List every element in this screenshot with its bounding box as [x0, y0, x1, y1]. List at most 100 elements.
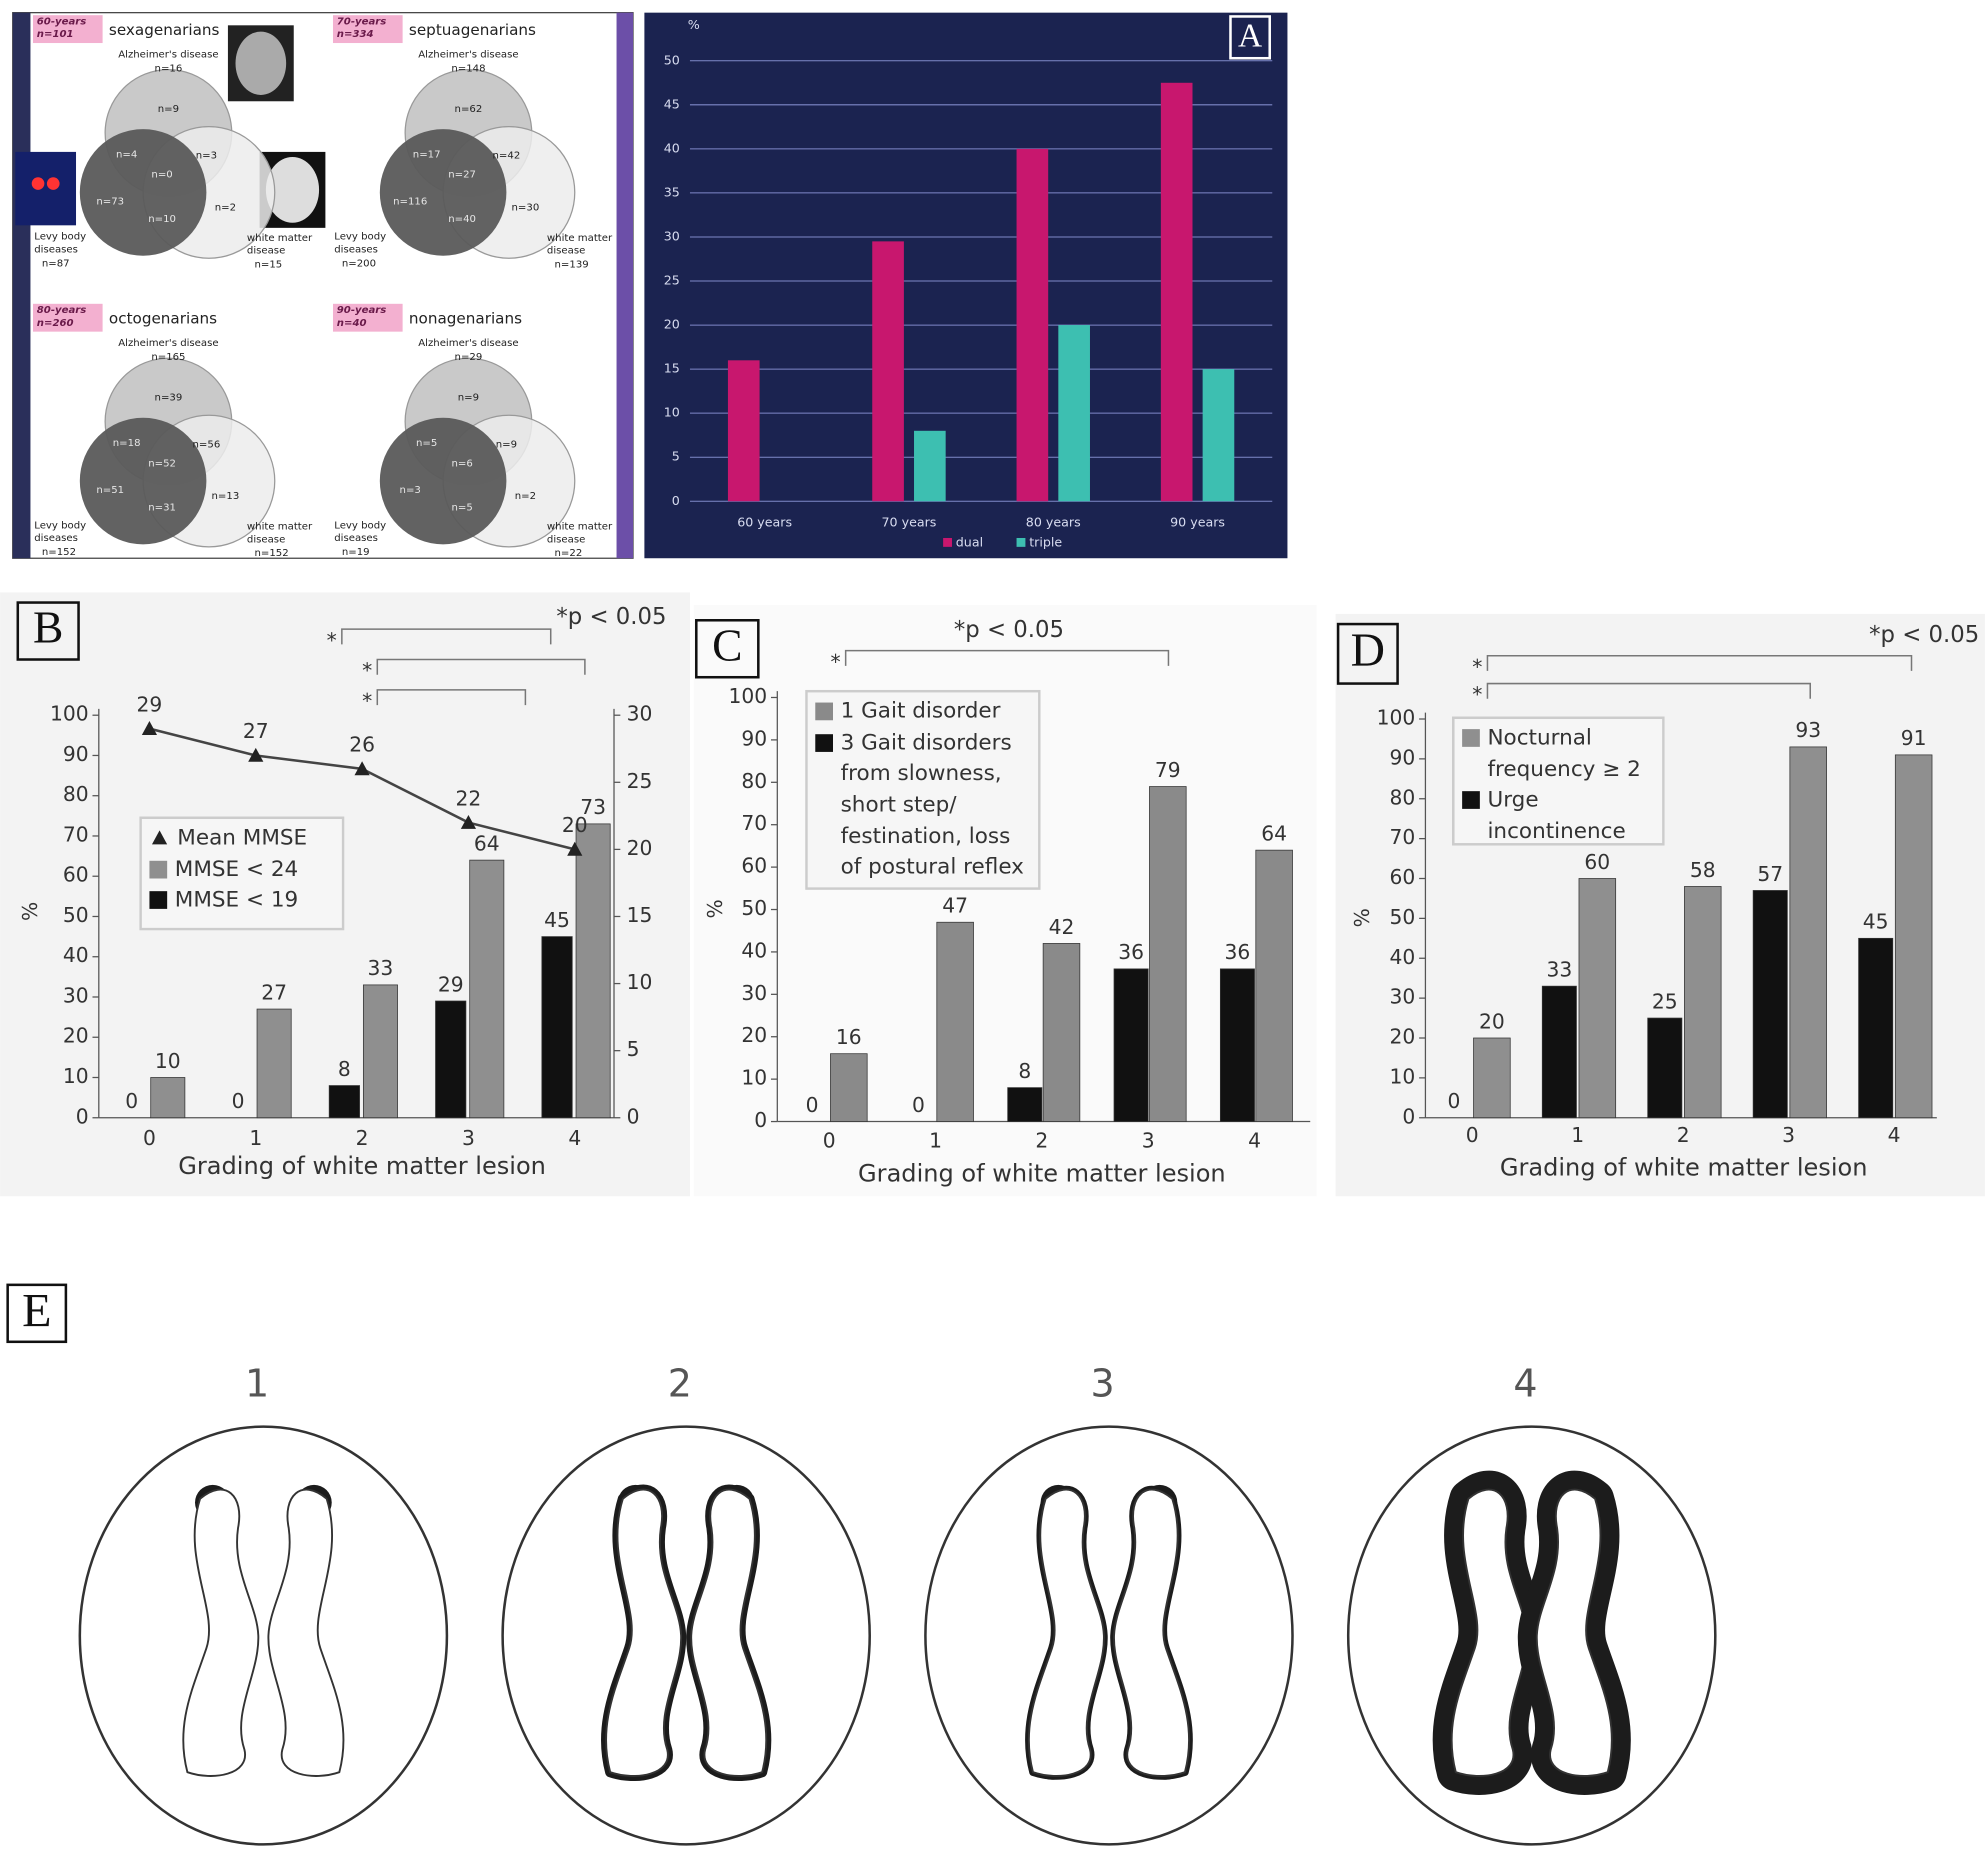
bar	[1541, 985, 1577, 1119]
legend-label: dual	[956, 535, 983, 550]
y-tick-label: 10	[664, 405, 680, 420]
panel-label-box	[6, 1283, 68, 1344]
set-label: white matter	[547, 522, 613, 533]
set-label: Levy body	[334, 232, 386, 243]
age-badge-text: 80-years	[37, 305, 87, 316]
lewy-circle	[79, 129, 207, 256]
x-tick-label: 90 years	[1170, 514, 1225, 529]
bar	[1149, 786, 1187, 1122]
pet-image	[46, 177, 60, 190]
set-count: n=87	[42, 258, 70, 269]
set-label: white matter	[247, 522, 313, 533]
legend-label: Mean MMSE	[177, 825, 308, 851]
age-badge-text: n=40	[337, 318, 367, 329]
value-label: 45	[544, 908, 570, 932]
x-tick-label: 60 years	[737, 514, 792, 529]
x-tick-label: 0	[1466, 1123, 1479, 1147]
legend-swatch	[149, 891, 168, 910]
bar	[1858, 937, 1894, 1119]
value-label: 33	[1546, 957, 1572, 981]
region-count: n=27	[448, 170, 476, 181]
value-label: 57	[1757, 862, 1783, 886]
bar	[256, 1008, 292, 1119]
value-label: 91	[1901, 726, 1927, 750]
legend-swatch	[943, 537, 952, 547]
y2-tick-label: 20	[627, 836, 653, 860]
value-label: 42	[1049, 915, 1075, 939]
y-tick-label: 25	[664, 273, 680, 288]
bar	[435, 1000, 467, 1119]
value-label: 36	[1118, 940, 1144, 964]
bar	[1219, 968, 1255, 1122]
group-title: sexagenarians	[109, 21, 220, 39]
significance-mark: *	[1472, 683, 1482, 707]
grade-label: 2	[668, 1362, 692, 1406]
value-label: 0	[232, 1089, 245, 1113]
region-count: n=6	[451, 458, 472, 469]
legend-swatch	[1016, 537, 1026, 547]
strip	[12, 12, 31, 559]
y-tick-label: 45	[664, 96, 680, 111]
region-count: n=3	[400, 485, 421, 496]
mri-image	[265, 156, 320, 223]
region-count: n=40	[448, 214, 476, 225]
bar	[1752, 890, 1788, 1119]
bar	[575, 823, 611, 1119]
y-tick-label: 60	[63, 863, 89, 887]
panel-label: A	[1238, 17, 1262, 54]
value-label: 79	[1155, 758, 1181, 782]
panel-label-box	[695, 619, 760, 679]
set-label: Alzheimer's disease	[118, 49, 218, 60]
region-count: n=9	[496, 439, 517, 450]
region-count: n=13	[212, 491, 240, 502]
panel-label-box	[16, 601, 80, 661]
x-tick-label: 70 years	[882, 514, 937, 529]
legend-label: Nocturnal frequency ≥ 2	[1487, 725, 1641, 782]
y-tick-label: 40	[1390, 945, 1416, 969]
region-count: n=73	[96, 196, 124, 207]
region-count: n=56	[193, 439, 221, 450]
group-title: octogenarians	[109, 309, 217, 327]
bar	[1160, 82, 1193, 502]
set-count: n=148	[451, 63, 485, 74]
ventricle-outline	[1450, 1488, 1528, 1777]
marker	[354, 761, 370, 776]
set-label: Levy body	[34, 232, 86, 243]
value-label: 45	[1863, 910, 1889, 934]
y-tick-label: 70	[1390, 825, 1416, 849]
value-label: 10	[155, 1049, 181, 1073]
region-count: n=5	[416, 438, 437, 449]
mri-image	[235, 31, 287, 95]
set-count: n=165	[151, 352, 185, 363]
y-axis-label: %	[703, 899, 727, 918]
y-tick-label: 100	[729, 684, 768, 708]
x-tick-label: 3	[1142, 1128, 1155, 1152]
group-title: septuagenarians	[409, 21, 536, 39]
y-tick-label: 30	[741, 981, 767, 1005]
significance-bracket	[844, 649, 1170, 666]
x-tick-label: 1	[929, 1128, 942, 1152]
legend-box: Nocturnal frequency ≥ 2 Urge incontinence	[1452, 716, 1665, 846]
value-label: 22	[456, 786, 482, 810]
significance-mark: *	[830, 650, 840, 674]
lewy-circle	[379, 129, 507, 256]
y-tick-label: 20	[1390, 1025, 1416, 1049]
value-label: 64	[474, 831, 500, 855]
y-tick-label: 70	[63, 822, 89, 846]
bar	[727, 360, 760, 502]
y2-tick-label: 5	[627, 1037, 640, 1061]
region-count: n=2	[515, 491, 536, 502]
region-count: n=3	[196, 151, 217, 162]
age-badge-text: n=334	[337, 29, 374, 40]
region-count: n=5	[451, 503, 472, 514]
bar	[830, 1053, 868, 1122]
legend-swatch	[1462, 791, 1480, 810]
y-tick-label: 90	[63, 742, 89, 766]
value-label: 0	[912, 1093, 925, 1117]
y-tick-label: 15	[664, 361, 680, 376]
x-axis-label: Grading of white matter lesion	[1500, 1153, 1868, 1181]
value-label: 93	[1795, 718, 1821, 742]
y2-tick-label: 0	[627, 1104, 640, 1128]
head-outline	[78, 1425, 449, 1846]
